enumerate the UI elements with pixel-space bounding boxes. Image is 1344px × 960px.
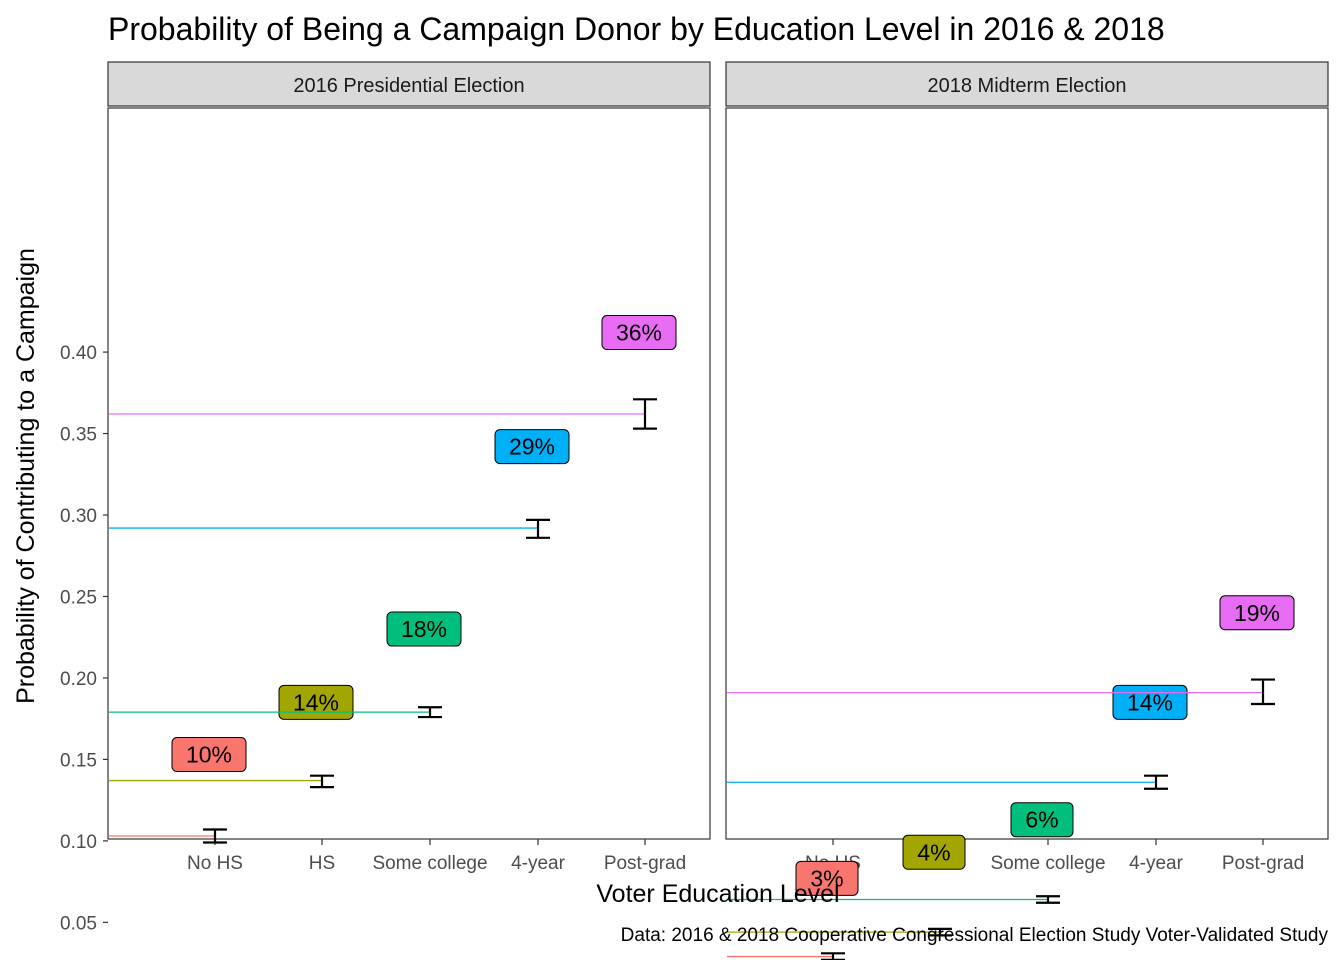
facet-strip xyxy=(107,61,711,107)
value-label-box xyxy=(171,737,247,773)
value-label: 18% xyxy=(386,611,462,647)
x-tick-label: 4-year xyxy=(1129,853,1184,874)
y-tick-label: 0.05 xyxy=(60,913,97,934)
value-label-box xyxy=(494,429,570,465)
value-label-text: 14% xyxy=(293,689,339,715)
value-label-box xyxy=(795,860,859,896)
y-tick-label: 0.25 xyxy=(60,587,97,608)
facet-strip-label: 2018 Midterm Election xyxy=(928,75,1127,97)
value-label: 6% xyxy=(1010,802,1074,838)
panel-frame xyxy=(107,107,711,840)
value-label-box xyxy=(902,834,966,870)
x-tick-label: Some college xyxy=(990,853,1105,874)
x-tick-label: HS xyxy=(309,853,335,874)
y-axis-title: Probability of Contributing to a Campaig… xyxy=(12,248,40,704)
value-label-box xyxy=(278,684,354,720)
value-label: 10% xyxy=(171,737,247,773)
error-bar xyxy=(526,518,550,539)
panel-1: 2016 Presidential Election No HS HS Some co… xyxy=(107,61,711,874)
y-tick-label: 0.40 xyxy=(60,343,97,364)
value-label-text: 14% xyxy=(1127,689,1173,715)
y-tick-label: 0.10 xyxy=(60,832,97,853)
value-label-box xyxy=(601,315,677,351)
facet-strip xyxy=(725,61,1329,107)
value-label: 19% xyxy=(1219,595,1295,631)
value-label-text: 19% xyxy=(1234,600,1280,626)
x-tick-label: Some college xyxy=(372,853,487,874)
facet-strip-label: 2016 Presidential Election xyxy=(293,75,524,97)
value-label-box xyxy=(1219,595,1295,631)
panel-frame xyxy=(725,107,1329,840)
value-label-text: 36% xyxy=(616,320,662,346)
y-axis: 0.05 0.10 0.15 0.20 0.25 0.30 0.35 0.40 xyxy=(60,343,108,934)
value-label-box xyxy=(386,611,462,647)
error-bar xyxy=(928,927,952,937)
chart-panels: 2016 Presidential Election No HS HS Some co… xyxy=(107,61,1329,960)
value-label: 14% xyxy=(278,684,354,720)
error-bar xyxy=(203,828,227,844)
x-tick-label: No HS xyxy=(187,853,243,874)
y-tick-label: 0.30 xyxy=(60,506,97,527)
value-label-box xyxy=(1010,802,1074,838)
value-label: 4% xyxy=(902,834,966,870)
value-label-text: 29% xyxy=(509,434,555,460)
error-bar xyxy=(633,398,657,430)
error-bar xyxy=(1144,774,1168,790)
error-bar xyxy=(310,774,334,789)
chart-caption: Data: 2016 & 2018 Cooperative Congressio… xyxy=(621,925,1329,946)
y-tick-label: 0.15 xyxy=(60,750,97,771)
value-label-text: 6% xyxy=(1025,807,1058,833)
x-tick-label: Post-grad xyxy=(604,853,686,874)
value-label-text: 4% xyxy=(917,839,950,865)
value-label: 14% xyxy=(1112,684,1188,720)
error-bar xyxy=(1036,895,1060,904)
value-label: 3% xyxy=(795,860,859,896)
error-bar xyxy=(418,706,442,719)
value-label: 29% xyxy=(494,429,570,465)
value-label: 36% xyxy=(601,315,677,351)
value-label-text: 10% xyxy=(186,742,232,768)
x-tick-label: Post-grad xyxy=(1222,853,1304,874)
value-label-text: 3% xyxy=(810,865,843,891)
y-tick-label: 0.20 xyxy=(60,669,97,690)
x-axis-title: Voter Education Level xyxy=(596,880,839,908)
value-label-box xyxy=(1112,684,1188,720)
chart-title: Probability of Being a Campaign Donor by… xyxy=(108,11,1165,47)
error-bar xyxy=(1251,678,1275,706)
x-tick-label: 4-year xyxy=(511,853,566,874)
y-tick-label: 0.35 xyxy=(60,425,97,446)
value-label-text: 18% xyxy=(401,616,447,642)
